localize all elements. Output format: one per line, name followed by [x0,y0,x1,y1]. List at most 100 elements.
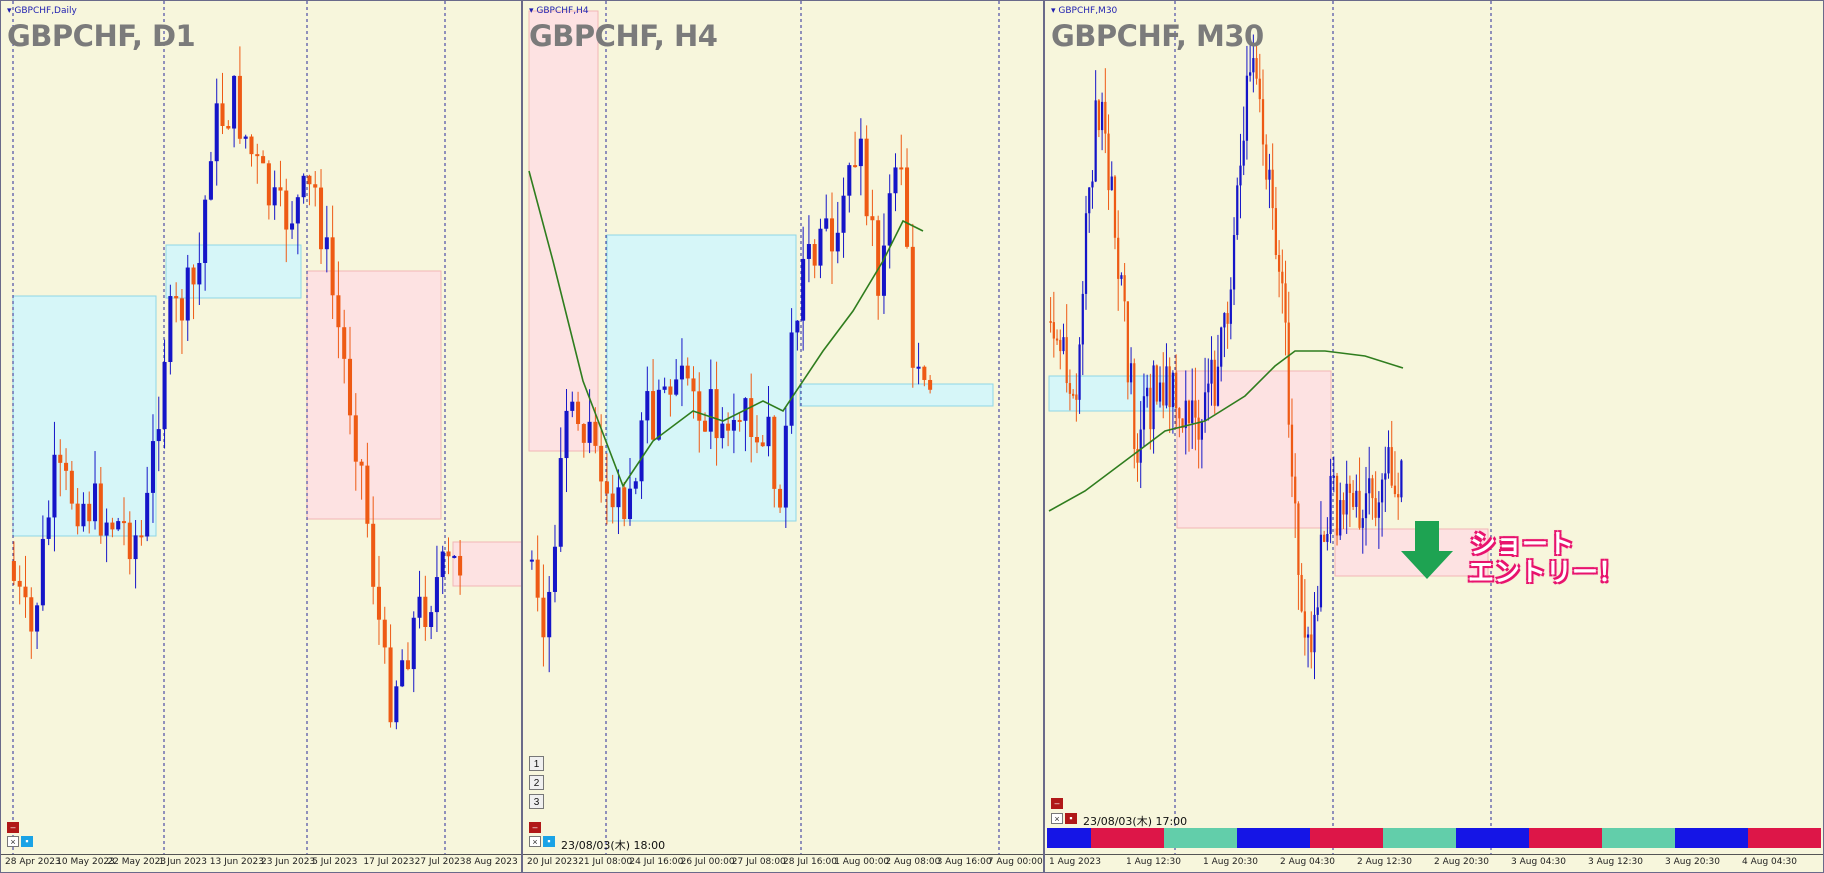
candle-body-21 [651,391,656,440]
candle-body-49 [1207,383,1210,393]
candle-body-2 [1055,338,1059,341]
candle-body-13 [87,503,92,522]
candle-body-17 [110,522,115,530]
candle-body-28 [1139,429,1142,463]
candle-body-74 [1287,322,1290,425]
moving-average-line [1048,350,1404,512]
candle-body-38 [1171,372,1175,408]
candle-body-54 [324,237,329,250]
candle-body-26 [679,365,684,380]
candle-body-55 [847,165,852,196]
x-tick-label: 10 May 2023 [56,857,115,867]
candle-body-70 [1274,208,1278,255]
template-button-1[interactable]: 1 [529,756,544,771]
candle-body-72 [1281,271,1284,284]
candle-body-62 [887,193,892,246]
candle-body-91 [1342,500,1345,515]
candle-body-16 [622,487,627,520]
candle-body-56 [1229,289,1232,324]
minimize-icon[interactable]: – [7,822,19,833]
candle-body-41 [1181,418,1184,429]
candle-body-0 [11,561,16,581]
candle-body-66 [1261,99,1265,145]
session-block [1674,828,1748,848]
candle-body-62 [1249,72,1252,76]
candle-body-61 [1245,75,1249,141]
x-tick-label: 1 Aug 2023 [1049,857,1101,867]
chart-area-h4[interactable] [523,1,1044,873]
chart-area-d1[interactable] [1,1,522,873]
candle-body-103 [1380,479,1384,503]
candle-body-17 [1104,101,1107,134]
x-tick-label: 27 Jul 08:00 [731,857,786,867]
x-tick-label: 5 Jul 2023 [312,857,358,867]
candle-body-68 [405,660,410,670]
template-button-3[interactable]: 3 [529,794,544,809]
session-block [1163,828,1237,848]
candle-body-25 [156,429,161,442]
candle-body-50 [301,175,306,198]
candle-body-59 [353,415,358,462]
template-button-2[interactable]: 2 [529,775,544,790]
candle-body-51 [307,175,312,185]
minimize-icon[interactable]: – [529,822,541,833]
candle-body-5 [558,458,563,547]
candle-body-40 [760,442,765,447]
chart-pane-h4[interactable]: ▾ GBPCHF,H4 GBPCHF, H4 1 2 3 23/08/03(木)… [522,0,1044,873]
candle-body-14 [610,493,615,508]
candle-body-4 [552,546,557,592]
candle-body-52 [1216,366,1220,406]
candle-body-7 [570,401,575,411]
close-icon[interactable]: × [7,836,19,847]
candle-body-82 [1313,614,1316,653]
candle-body-80 [1306,634,1310,638]
down-arrow-icon [1401,521,1453,579]
candle-body-11 [75,503,80,527]
candle-body-72 [429,612,434,627]
x-axis: 1 Aug 2023 1 Aug 12:30 1 Aug 20:30 2 Aug 04… [1045,854,1823,872]
candle-body-47 [801,258,806,321]
candle-body-41 [249,136,254,155]
x-tick-label: 3 Aug 04:30 [1511,857,1566,867]
candle-body-30 [703,420,708,432]
candle-body-32 [714,389,719,439]
candle-body-15 [616,487,621,508]
chart-title: GBPCHF, H4 [529,19,718,53]
candle-body-69 [411,617,416,670]
candle-body-18 [116,521,121,530]
candle-body-44 [266,163,271,206]
tab-arrow-icon: ▾ [7,6,15,16]
candle-body-61 [881,245,886,296]
annotation-line-1: ショート [1470,530,1575,560]
candle-body-44 [1191,400,1194,424]
candle-body-67 [400,660,405,687]
chart-area-m30[interactable] [1045,1,1824,873]
minimize-icon[interactable]: – [1051,798,1063,809]
candle-body-13 [604,481,609,494]
candle-body-34 [1158,382,1162,402]
chart-pane-m30[interactable]: ▾ GBPCHF,M30 GBPCHF, M30 ショート エントリー！ 23/… [1044,0,1824,873]
settings-icon[interactable]: ▪ [21,836,33,847]
candle-body-41 [766,416,771,447]
settings-icon[interactable]: ▪ [1065,813,1077,824]
x-tick-label: 2 Aug 08:00 [885,857,941,867]
candle-body-75 [446,551,451,557]
chart-tab-label: ▾ GBPCHF,M30 [1051,6,1117,16]
chart-pane-d1[interactable]: ▾ GBPCHF,Daily GBPCHF, D1 28 Apr 2023 10 … [0,0,522,873]
settings-icon[interactable]: ▪ [543,836,555,847]
close-icon[interactable]: × [1051,813,1063,824]
candle-body-9 [64,462,69,471]
candle-body-87 [1329,475,1332,534]
zone-demand-2 [799,383,994,407]
close-icon[interactable]: × [529,836,541,847]
candle-body-24 [1126,301,1129,383]
candle-body-45 [272,187,277,206]
candle-body-21 [1117,237,1120,279]
zone-supply-2 [306,270,442,520]
session-block [1309,828,1383,848]
x-tick-label: 23 Jun 2023 [261,857,316,867]
candle-body-60 [1242,140,1245,166]
candle-body-46 [278,187,283,191]
candle-body-71 [1277,254,1281,272]
candle-body-75 [1290,424,1294,477]
